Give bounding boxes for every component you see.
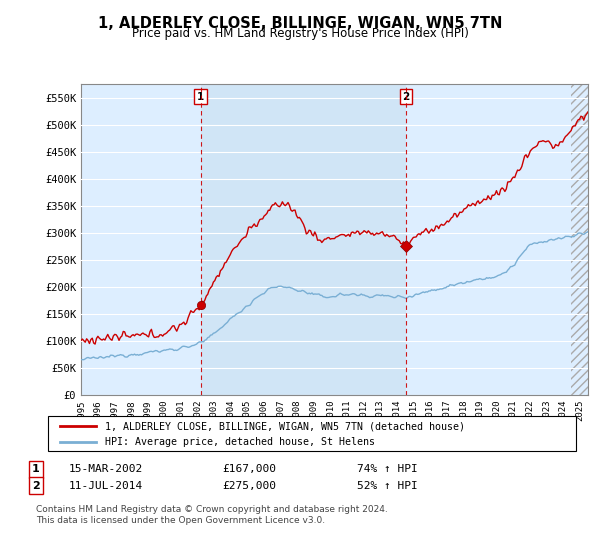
Text: 2: 2 — [403, 92, 410, 102]
Text: 1: 1 — [197, 92, 205, 102]
Text: 74% ↑ HPI: 74% ↑ HPI — [357, 464, 418, 474]
Bar — [200, 84, 406, 395]
Bar — [571, 84, 588, 395]
Text: £275,000: £275,000 — [222, 480, 276, 491]
Text: 15-MAR-2002: 15-MAR-2002 — [69, 464, 143, 474]
Text: Price paid vs. HM Land Registry's House Price Index (HPI): Price paid vs. HM Land Registry's House … — [131, 27, 469, 40]
Text: 1, ALDERLEY CLOSE, BILLINGE, WIGAN, WN5 7TN (detached house): 1, ALDERLEY CLOSE, BILLINGE, WIGAN, WN5 … — [105, 421, 465, 431]
Text: HPI: Average price, detached house, St Helens: HPI: Average price, detached house, St H… — [105, 437, 375, 447]
Text: £167,000: £167,000 — [222, 464, 276, 474]
Text: 2: 2 — [32, 480, 40, 491]
Bar — [571, 84, 588, 395]
Text: 1, ALDERLEY CLOSE, BILLINGE, WIGAN, WN5 7TN: 1, ALDERLEY CLOSE, BILLINGE, WIGAN, WN5 … — [98, 16, 502, 31]
Text: 11-JUL-2014: 11-JUL-2014 — [69, 480, 143, 491]
Text: Contains HM Land Registry data © Crown copyright and database right 2024.
This d: Contains HM Land Registry data © Crown c… — [36, 505, 388, 525]
Text: 1: 1 — [32, 464, 40, 474]
Text: 52% ↑ HPI: 52% ↑ HPI — [357, 480, 418, 491]
